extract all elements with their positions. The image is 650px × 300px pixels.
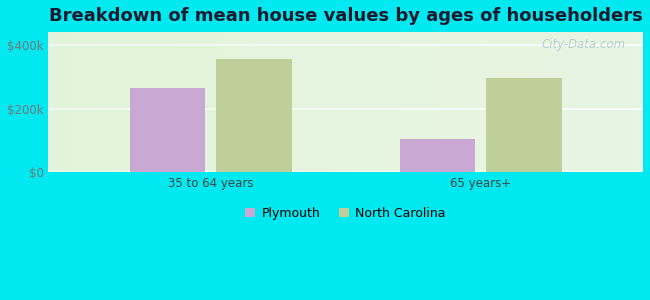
Bar	[486, 78, 562, 172]
Title: Breakdown of mean house values by ages of householders: Breakdown of mean house values by ages o…	[49, 7, 643, 25]
Bar	[216, 59, 292, 172]
Bar	[129, 88, 205, 172]
Text: City-Data.com: City-Data.com	[541, 38, 625, 51]
Bar	[400, 139, 476, 172]
Legend: Plymouth, North Carolina: Plymouth, North Carolina	[240, 202, 451, 225]
